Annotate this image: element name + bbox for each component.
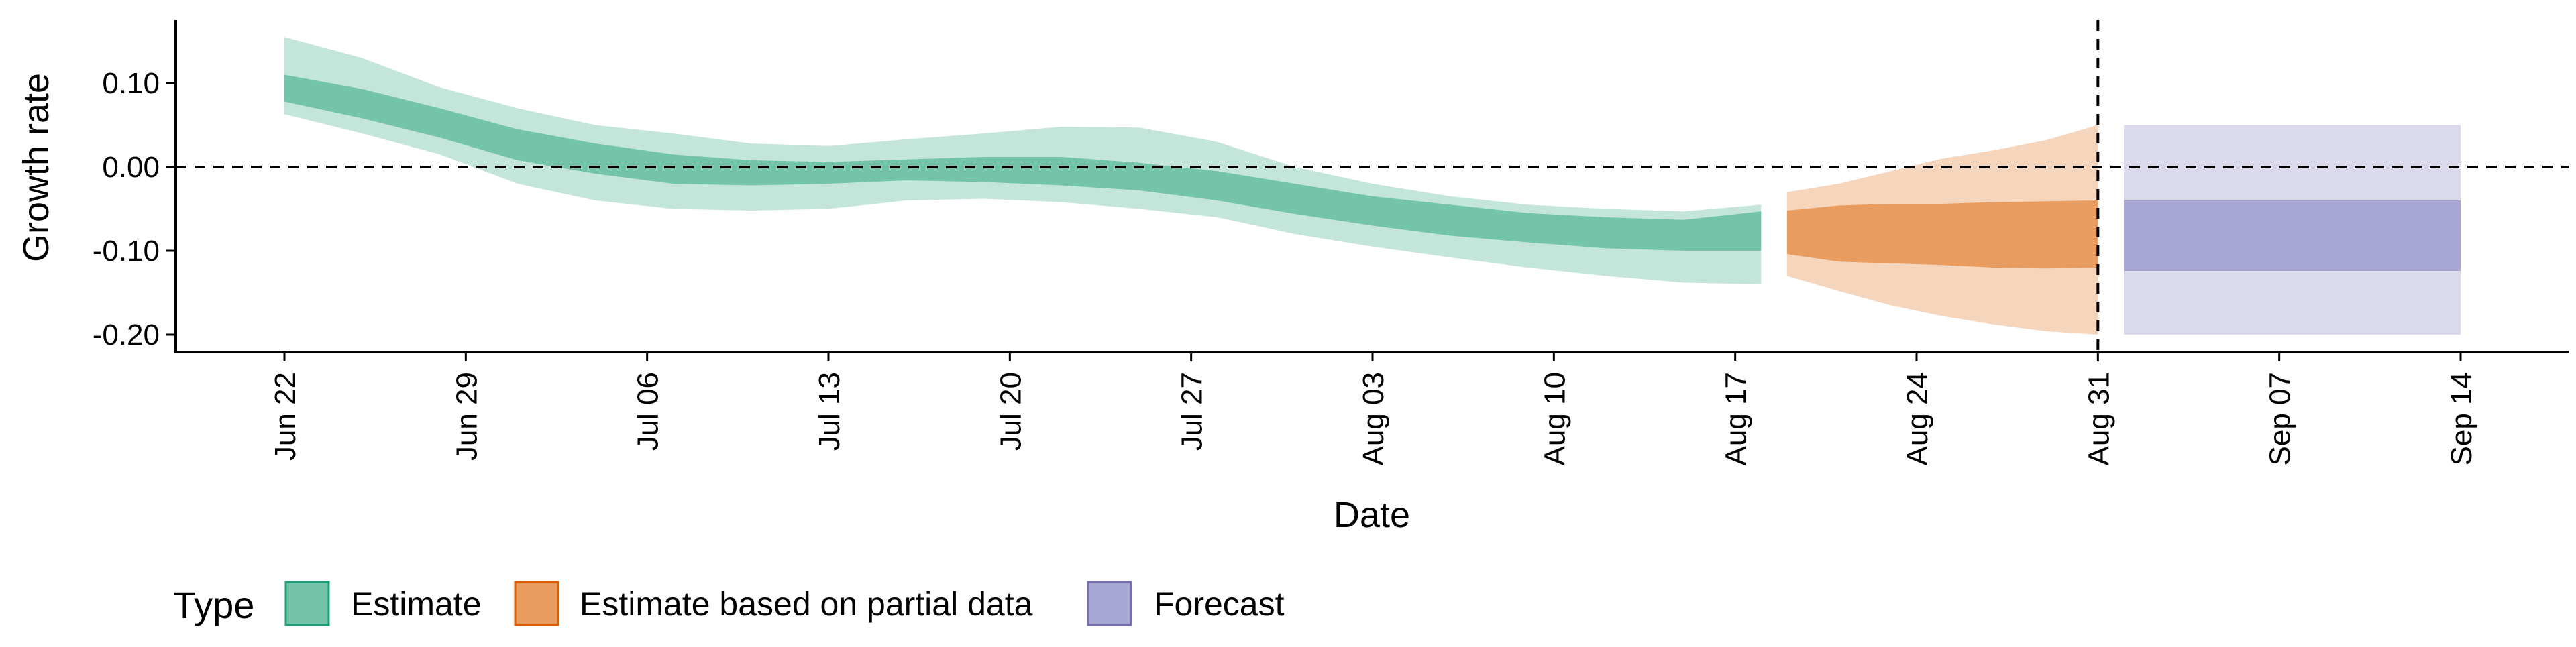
y-tick-label: 0.00 — [102, 151, 160, 184]
x-tick-label: Jul 27 — [1176, 372, 1209, 451]
x-tick-label: Aug 17 — [1720, 372, 1753, 465]
legend-title: Type — [173, 584, 254, 626]
x-tick-label: Aug 24 — [1901, 372, 1934, 465]
x-tick-label: Aug 10 — [1538, 372, 1571, 465]
reference-lines-layer — [176, 20, 2569, 352]
x-axis-title: Date — [1334, 495, 1410, 535]
legend-label-forecast: Forecast — [1154, 585, 1285, 623]
x-tick-label: Jun 22 — [269, 372, 302, 461]
y-tick-label: -0.20 — [93, 318, 160, 351]
legend-label-partial: Estimate based on partial data — [580, 585, 1033, 623]
y-axis-title: Growth rate — [16, 73, 56, 262]
band-inner-estimate-based-on-partial-data — [1786, 200, 2098, 269]
legend-item-estimate: Estimate — [284, 581, 482, 626]
x-tick-label: Sep 14 — [2445, 372, 2478, 465]
legend-swatch-partial — [514, 581, 559, 626]
x-tick-label: Sep 07 — [2264, 372, 2297, 465]
y-tick-label: -0.10 — [93, 235, 160, 268]
x-tick-label: Aug 03 — [1357, 372, 1390, 465]
band-inner-forecast — [2124, 200, 2461, 271]
legend-item-partial: Estimate based on partial data — [514, 581, 1033, 626]
legend-item-forecast: Forecast — [1087, 581, 1285, 626]
x-tick-label: Jun 29 — [450, 372, 483, 461]
legend-swatch-estimate — [284, 581, 330, 626]
x-tick-label: Jul 06 — [632, 372, 665, 451]
legend-label-estimate: Estimate — [351, 585, 482, 623]
legend-swatch-forecast — [1087, 581, 1132, 626]
x-tick-label: Jul 20 — [994, 372, 1027, 451]
x-tick-label: Aug 31 — [2082, 372, 2115, 465]
axes-layer: Date Growth rate 0.10 0.00 -0.10 -0.20 Jun 2… — [16, 20, 2569, 535]
x-tick-label: Jul 13 — [813, 372, 846, 451]
legend: Type Estimate Estimate based on partial … — [173, 581, 1285, 626]
band-inner-estimate — [284, 74, 1762, 251]
bands-layer — [284, 37, 2461, 335]
y-tick-label: 0.10 — [102, 67, 160, 100]
